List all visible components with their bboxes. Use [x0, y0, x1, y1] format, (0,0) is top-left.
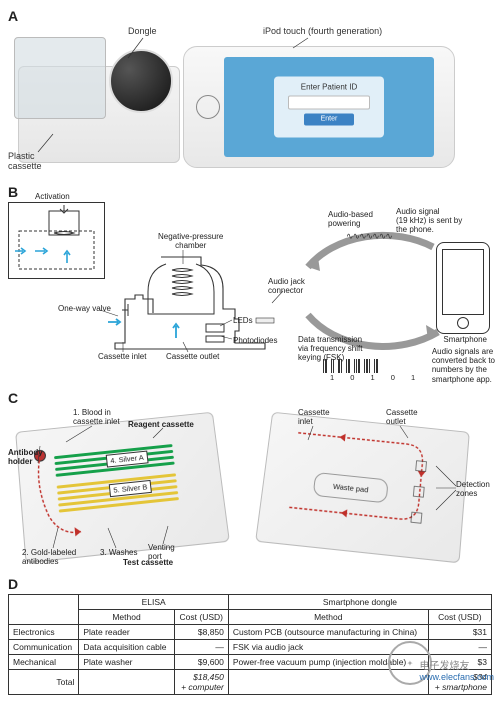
activation-label: Activation [35, 192, 70, 201]
red-path-right [256, 413, 469, 562]
plastic-cassette [14, 37, 106, 119]
one-way-valve-label: One-way valve [58, 304, 111, 313]
red-path-left [16, 413, 229, 562]
cell [79, 670, 174, 695]
cell: Mechanical [9, 655, 79, 670]
panel-b-label: B [8, 184, 492, 200]
gold-label: 2. Gold-labeled antibodies [22, 548, 76, 566]
cell: Plate reader [79, 625, 174, 640]
activation-inset: Activation [8, 202, 105, 279]
smartphone-label: Smartphone [443, 335, 487, 344]
convert-back-label: Audio signals are converted back to numb… [432, 347, 495, 384]
panel-a: A Enter Patient ID Enter Dongle iPod tou… [8, 8, 492, 176]
cassette-inlet-label: Cassette inlet [98, 352, 146, 361]
test-cassette-label: Test cassette [123, 558, 173, 567]
table-row: Electronics Plate reader $8,850 Custom P… [9, 625, 492, 640]
inset-svg [9, 203, 104, 278]
watermark-zh: 电子发烧友 [419, 661, 469, 672]
cell: Custom PCB (outsource manufacturing in C… [228, 625, 428, 640]
neg-chamber-label: Negative-pressure chamber [158, 232, 223, 250]
panel-c-scene: 4. Silver A 5. Silver B Antibody holder … [8, 408, 492, 568]
enter-button[interactable]: Enter [304, 114, 354, 126]
cell: Total [9, 670, 79, 695]
ipod-device: Enter Patient ID Enter [183, 46, 455, 168]
antibody-holder-label: Antibody holder [8, 448, 43, 466]
th-c1: Cost (USD) [174, 610, 228, 625]
patient-id-field[interactable] [288, 96, 370, 110]
cell: Plate washer [79, 655, 174, 670]
watermark-url: www.elecfans.com [419, 672, 494, 682]
blood-in-label: 1. Blood in cassette inlet [73, 408, 120, 426]
reagent-cassette: 4. Silver A 5. Silver B [15, 412, 230, 564]
wave-icon: ∿∿∿∿∿∿∿ [346, 232, 392, 242]
audio-signal-label: Audio signal (19 kHz) is sent by the pho… [396, 207, 462, 235]
audio-powering-label: Audio-based powering [328, 210, 373, 228]
panel-b: B Activation [8, 184, 492, 382]
cell: Data acquisition cable [79, 640, 174, 655]
panel-a-label: A [8, 8, 492, 24]
th-m1: Method [79, 610, 174, 625]
leds-label: LEDs [233, 316, 253, 325]
cassette-outlet-label: Cassette outlet [166, 352, 219, 361]
ipod-label: iPod touch (fourth generation) [263, 26, 382, 36]
washes-label: 3. Washes [100, 548, 138, 557]
th-blank [9, 595, 79, 625]
table-header-2: Method Cost (USD) Method Cost (USD) [9, 610, 492, 625]
cell: $31 [428, 625, 491, 640]
cell: $9,600 [174, 655, 228, 670]
cell: — [174, 640, 228, 655]
c-inlet-label: Cassette inlet [298, 408, 330, 426]
cell: Electronics [9, 625, 79, 640]
vacuum-diagram [106, 252, 256, 342]
reagent-cassette-label: Reagent cassette [128, 420, 194, 429]
cell: — [428, 640, 491, 655]
signal-cycle: Audio jack connector Audio-based powerin… [268, 207, 493, 377]
c-outlet-label: Cassette outlet [386, 408, 418, 426]
th-dongle: Smartphone dongle [228, 595, 491, 610]
ipod-form: Enter Patient ID Enter [274, 77, 384, 138]
th-m2: Method [228, 610, 428, 625]
cell: $18,450 + computer [174, 670, 228, 695]
dongle-knob [109, 49, 173, 113]
panel-b-scene: Activation [8, 202, 492, 382]
cassette-label: Plastic cassette [8, 151, 42, 171]
bits-label: 1 0 1 0 1 [330, 373, 422, 382]
dongle-body [18, 66, 180, 163]
detection-label: Detection zones [456, 480, 490, 498]
panel-a-scene: Enter Patient ID Enter Dongle iPod touch… [8, 26, 492, 176]
form-title: Enter Patient ID [274, 83, 384, 92]
panel-c-label: C [8, 390, 492, 406]
watermark: 电子发烧友 www.elecfans.com [419, 657, 494, 683]
dongle-label: Dongle [128, 26, 157, 36]
table-header-1: ELISA Smartphone dongle [9, 595, 492, 610]
ipod-screen: Enter Patient ID Enter [224, 57, 434, 157]
test-cassette-card: Waste pad [255, 412, 470, 564]
cell: $8,850 [174, 625, 228, 640]
th-c2: Cost (USD) [428, 610, 491, 625]
ipod-home-button[interactable] [196, 95, 220, 119]
panel-d-label: D [8, 576, 492, 592]
th-elisa: ELISA [79, 595, 229, 610]
cell: Communication [9, 640, 79, 655]
smartphone-icon [436, 242, 490, 334]
panel-c: C 4. Silver A 5. Silver B Antibody holde… [8, 390, 492, 568]
